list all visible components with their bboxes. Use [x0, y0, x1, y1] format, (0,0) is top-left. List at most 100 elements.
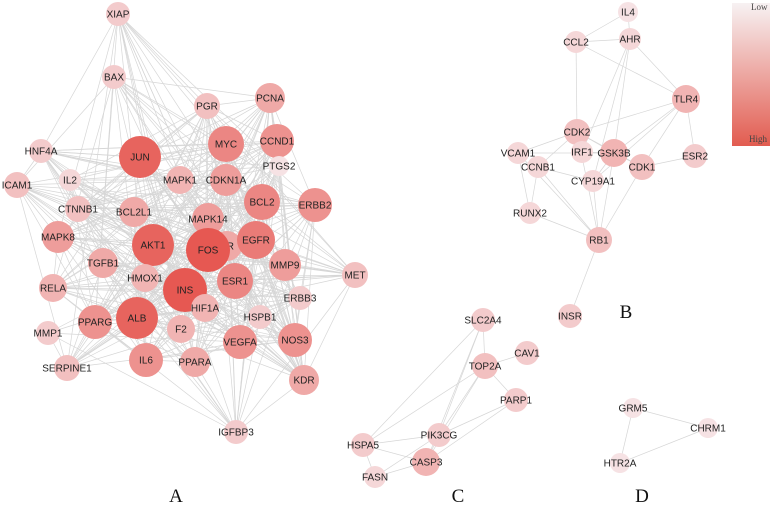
- node-label: RB1: [589, 236, 609, 247]
- node: [180, 347, 210, 377]
- edge: [77, 201, 263, 210]
- node: [102, 65, 126, 89]
- node-label: PGR: [196, 102, 218, 113]
- edge: [47, 289, 186, 334]
- edge: [117, 13, 280, 167]
- node: [191, 294, 219, 322]
- edge: [52, 287, 182, 330]
- edge: [619, 427, 709, 464]
- edge: [113, 76, 271, 99]
- node-label: VCAM1: [501, 149, 536, 160]
- node: [288, 286, 312, 310]
- edge: [362, 365, 486, 446]
- node: [119, 197, 149, 227]
- node: [54, 355, 80, 381]
- node-label: XIAP: [107, 10, 130, 21]
- node-label: GSK3B: [597, 149, 631, 160]
- node-label: PTGS2: [263, 162, 296, 173]
- node-label: AHR: [619, 35, 640, 46]
- node: [342, 262, 368, 288]
- edge: [206, 105, 316, 206]
- node: [260, 124, 294, 158]
- node-label: HIF1A: [191, 304, 220, 315]
- node-label: ESR1: [222, 277, 249, 288]
- node: [683, 144, 707, 168]
- node: [36, 321, 60, 345]
- node: [672, 85, 700, 113]
- node-label: CDK2: [564, 128, 591, 139]
- node: [223, 325, 257, 359]
- edge: [133, 204, 316, 213]
- edge: [57, 140, 278, 238]
- node: [269, 249, 301, 281]
- node: [427, 423, 451, 447]
- node-label: PARP1: [500, 396, 532, 407]
- edge: [204, 274, 356, 309]
- node-label: CCNB1: [521, 163, 555, 174]
- node-label: IGFBP3: [218, 428, 254, 439]
- edge: [66, 339, 296, 369]
- node: [269, 156, 289, 176]
- node: [59, 169, 81, 191]
- node: [571, 141, 593, 163]
- edge: [598, 152, 615, 241]
- node: [504, 388, 528, 412]
- edge: [40, 13, 119, 152]
- edge: [113, 76, 241, 343]
- edge: [581, 38, 631, 153]
- edge: [145, 297, 301, 361]
- edge: [139, 140, 278, 158]
- edge: [16, 184, 96, 323]
- node: [629, 154, 655, 180]
- node-label: BCL2L1: [116, 208, 153, 219]
- node: [471, 308, 495, 332]
- node: [4, 172, 30, 198]
- edge: [362, 434, 440, 446]
- node-label: TOP2A: [469, 362, 502, 373]
- node: [244, 184, 280, 220]
- panel-label: C: [452, 486, 465, 507]
- edge: [77, 179, 227, 210]
- legend-low: Low: [751, 2, 768, 12]
- node-label: BCL2: [249, 198, 274, 209]
- node: [507, 142, 529, 164]
- edge: [438, 365, 486, 436]
- node: [29, 139, 53, 163]
- edge: [294, 204, 316, 341]
- edge: [152, 244, 305, 381]
- node-label: MYC: [215, 140, 237, 151]
- node-label: PPARG: [78, 318, 112, 329]
- edge: [576, 98, 687, 133]
- nodes: XIAP BAX PGR PCNA HNF4A JUN MYC CCND1 PTGS2 ICAM1…: [2, 2, 726, 488]
- node-label: CASP3: [410, 458, 443, 469]
- edge: [40, 150, 305, 381]
- node-label: VEGFA: [223, 338, 257, 349]
- edge: [225, 179, 237, 433]
- edge: [374, 434, 440, 478]
- node-label: ESR2: [682, 152, 709, 163]
- edge: [117, 13, 208, 107]
- edge: [52, 211, 135, 289]
- node: [116, 297, 158, 339]
- node-label: MMP9: [271, 261, 300, 272]
- node: [194, 93, 220, 119]
- node-label: HSPA5: [347, 441, 379, 452]
- panel-label: A: [169, 486, 183, 507]
- edge: [284, 264, 305, 381]
- panel-label: D: [635, 486, 649, 507]
- node: [351, 433, 375, 457]
- node-label: HTR2A: [604, 459, 637, 470]
- node: [619, 28, 641, 50]
- node: [186, 228, 230, 272]
- node-label: SLC2A4: [464, 316, 502, 327]
- node: [565, 31, 587, 53]
- node: [298, 188, 332, 222]
- edge: [613, 98, 687, 154]
- node-label: INSR: [558, 312, 582, 323]
- node: [515, 341, 539, 365]
- node-label: SERPINE1: [42, 364, 92, 375]
- edge: [69, 179, 301, 299]
- edge: [16, 76, 115, 186]
- node: [39, 274, 67, 302]
